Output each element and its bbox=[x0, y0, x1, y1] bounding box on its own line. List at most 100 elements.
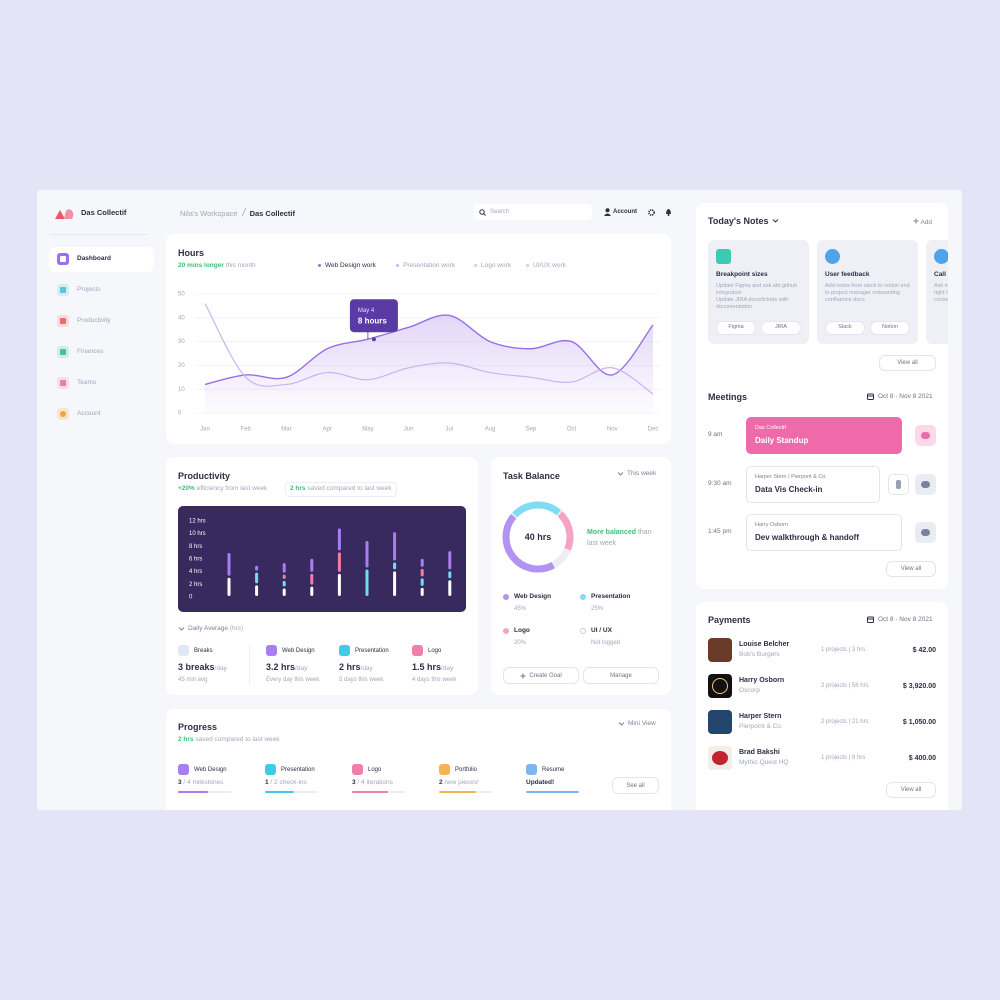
note-card[interactable] bbox=[926, 240, 948, 344]
payee-name: Harper Stern bbox=[739, 713, 782, 720]
bar-segment bbox=[310, 558, 314, 572]
note-title: Call L bbox=[934, 271, 948, 278]
item-icon bbox=[265, 764, 276, 775]
meeting-org: Das Collectif bbox=[755, 425, 786, 431]
app-frame: Das Collectif Nila's Workspace Das Collec… bbox=[37, 190, 962, 810]
x-tick-label: Mar bbox=[281, 427, 291, 433]
meeting-card[interactable] bbox=[746, 465, 880, 503]
payments-card bbox=[696, 602, 948, 810]
footer[interactable]: Daily Average (hrs) bbox=[188, 625, 243, 633]
date-range[interactable]: Oct 8 - Nov 8 2021 bbox=[878, 616, 933, 623]
balance-note: More balanced than last week bbox=[587, 528, 663, 549]
payee-projects: 1 projects | 3 hrs bbox=[821, 647, 866, 653]
date-range[interactable]: Oct 8 - Nov 8 2021 bbox=[878, 393, 933, 400]
button[interactable]: View all bbox=[879, 355, 936, 371]
button[interactable]: Manage bbox=[583, 667, 659, 684]
meeting-card[interactable] bbox=[746, 514, 902, 551]
item-count: 3 bbox=[352, 779, 356, 786]
chevron[interactable] bbox=[617, 471, 624, 477]
legend-label[interactable]: Web Design work bbox=[325, 262, 376, 269]
meeting-time: 9:30 am bbox=[708, 479, 732, 487]
item-detail: / 2 check-ins bbox=[268, 779, 307, 786]
bar-segment bbox=[227, 577, 231, 596]
value-label: 45% bbox=[514, 606, 527, 612]
legend-dot bbox=[580, 628, 586, 634]
bar-segment bbox=[337, 528, 341, 551]
button[interactable]: View all bbox=[886, 561, 936, 577]
legend-label: UI / UX bbox=[591, 627, 612, 634]
item-count: 3 bbox=[178, 779, 182, 786]
nav-item[interactable]: Dashboard bbox=[77, 254, 111, 262]
card-title: Today's Notes bbox=[708, 216, 769, 226]
x-tick-label: Jul bbox=[446, 427, 454, 433]
bar-segment bbox=[282, 580, 286, 587]
note-line: right t bbox=[934, 290, 948, 297]
brand: Das Collectif bbox=[81, 208, 127, 217]
item-status: 2 new pieces! bbox=[439, 779, 479, 787]
bar-segment bbox=[282, 588, 286, 596]
nav-item[interactable]: Projects bbox=[77, 285, 101, 293]
x-tick-label: Sep bbox=[525, 427, 536, 433]
payment-amount: $ 400.00 bbox=[908, 754, 936, 762]
crumb[interactable]: Nila's Workspace bbox=[180, 209, 238, 218]
stat-unit: /day bbox=[360, 665, 373, 672]
x-tick-label: Jun bbox=[404, 427, 414, 433]
footer-text: Daily Average bbox=[188, 625, 228, 632]
item-count: 2 bbox=[439, 779, 443, 786]
chevron[interactable] bbox=[618, 721, 625, 727]
progress-bar bbox=[352, 791, 389, 793]
legend-label[interactable]: UI/UX work bbox=[533, 262, 566, 269]
legend-label[interactable]: Logo work bbox=[481, 262, 511, 269]
y-tick-label: 6 hrs bbox=[189, 557, 202, 563]
button[interactable]: Create Goal bbox=[503, 667, 579, 684]
payee-projects: 2 projects | 21 hrs bbox=[821, 719, 869, 725]
button[interactable]: View all bbox=[886, 782, 936, 798]
note-line: Ask m bbox=[934, 283, 948, 289]
payee-company: Oscorp bbox=[739, 687, 760, 694]
button[interactable]: See all bbox=[612, 777, 659, 794]
note-bullet: Update JIRA docs/tickets with documentat… bbox=[716, 297, 789, 311]
stat-value-row: 1.5 hrs/day bbox=[412, 663, 453, 673]
notification-icon[interactable] bbox=[665, 208, 672, 216]
stat-value: 3.2 hrs bbox=[266, 662, 296, 672]
avatar-ring bbox=[712, 678, 728, 694]
y-tick-label: 10 bbox=[178, 387, 185, 393]
highlight: +20% bbox=[178, 485, 195, 492]
item-icon bbox=[352, 764, 363, 775]
meeting-time: 1:45 pm bbox=[708, 528, 732, 535]
nav-glyph bbox=[60, 349, 66, 355]
add-note[interactable]: Add bbox=[913, 218, 932, 227]
nav-item[interactable]: Finances bbox=[77, 347, 104, 355]
chevron[interactable] bbox=[772, 218, 779, 224]
subtitle-text: saved compared to last week bbox=[195, 736, 280, 743]
y-tick-label: 20 bbox=[178, 363, 185, 369]
nav-item[interactable]: Teams bbox=[77, 378, 97, 386]
chevron[interactable] bbox=[178, 626, 185, 632]
period[interactable]: This week bbox=[627, 470, 657, 477]
stat-label: Web Design bbox=[282, 648, 315, 654]
crumb-separator bbox=[241, 207, 246, 217]
settings-icon[interactable] bbox=[648, 209, 655, 216]
note-tag[interactable]: JIRA bbox=[761, 321, 801, 335]
note-tag[interactable]: Slack bbox=[825, 321, 865, 335]
tag-label: Slack bbox=[838, 324, 852, 331]
bar-segment bbox=[337, 573, 341, 596]
search-box[interactable] bbox=[474, 204, 592, 220]
note-tag[interactable]: Figma bbox=[716, 321, 756, 335]
nav-item[interactable]: Productivity bbox=[77, 316, 111, 324]
bar-segment bbox=[255, 572, 259, 584]
legend-label[interactable]: Presentation work bbox=[403, 262, 456, 269]
nav-item[interactable]: Account bbox=[77, 409, 101, 417]
account[interactable]: Account bbox=[613, 209, 637, 215]
view-toggle[interactable]: Mini View bbox=[628, 720, 656, 727]
item-status-text: Updated! bbox=[526, 779, 555, 786]
stat-icon bbox=[339, 645, 350, 656]
meeting-card[interactable] bbox=[746, 417, 902, 454]
plus-icon bbox=[913, 218, 919, 224]
bar-segment bbox=[365, 569, 369, 596]
chat-icon bbox=[921, 480, 930, 488]
x-tick-label: Dec bbox=[648, 427, 659, 433]
note-tag[interactable]: Notion bbox=[870, 321, 910, 335]
